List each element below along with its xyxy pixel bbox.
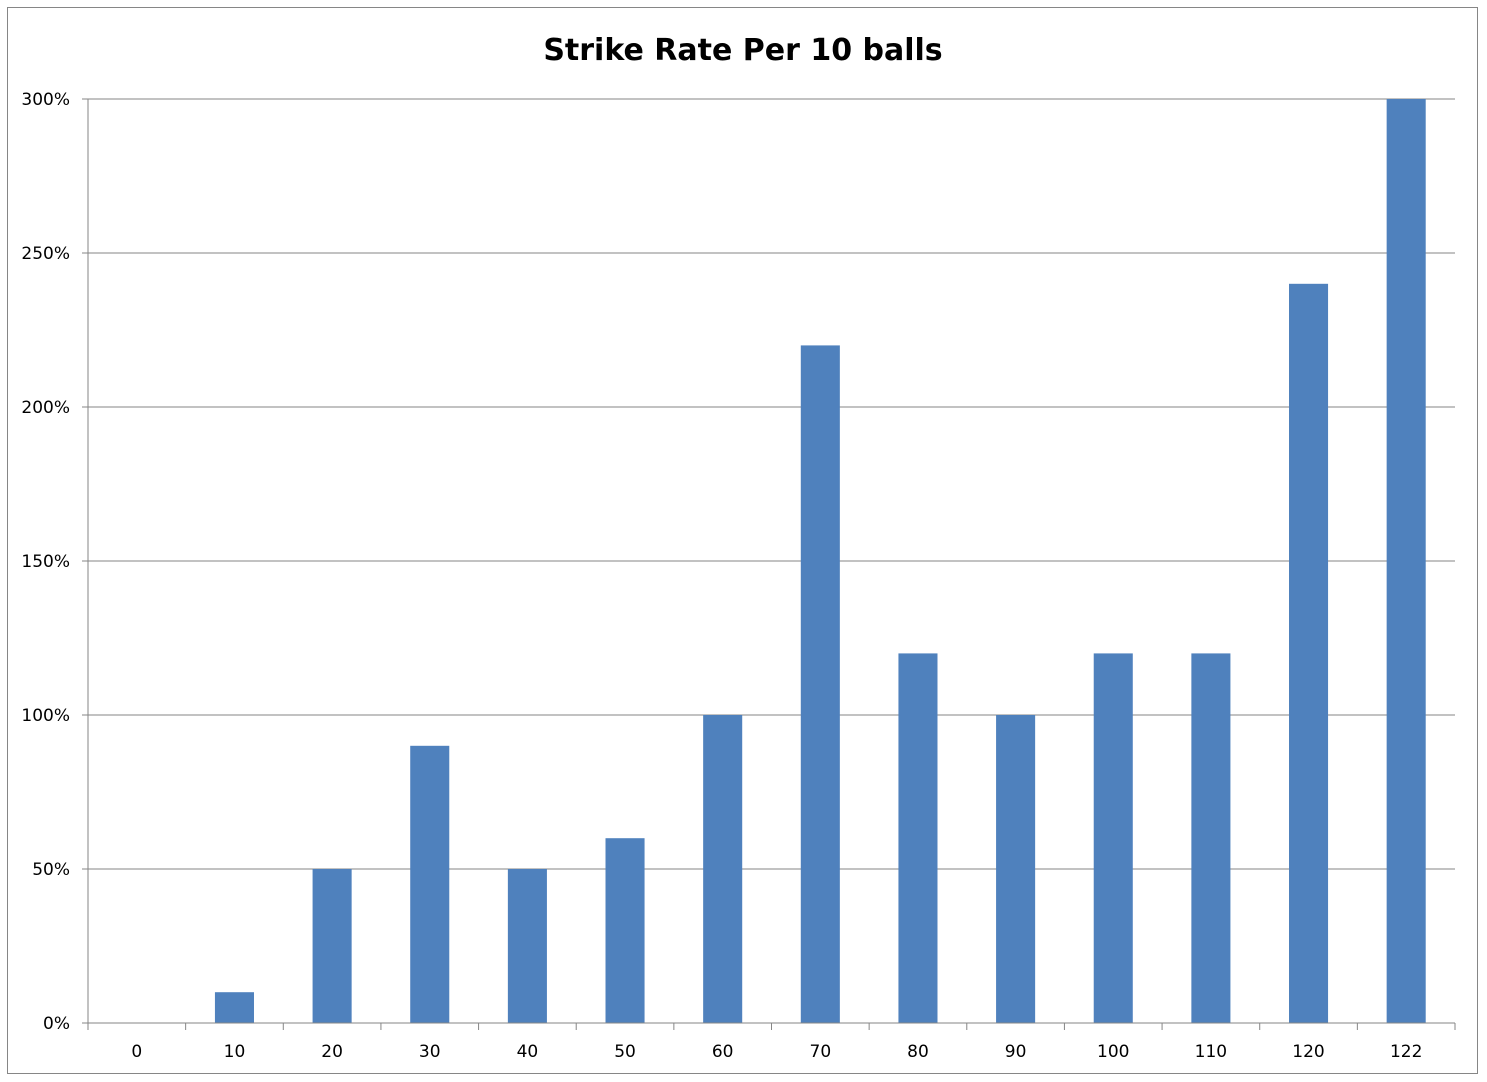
y-tick-label: 250% [21,244,70,264]
y-tick-label: 300% [21,90,70,110]
y-tick-label: 0% [43,1014,70,1034]
y-tick-label: 150% [21,552,70,572]
bar-30 [410,745,450,1023]
bar-122 [1386,99,1426,1023]
x-tick-label: 50 [614,1042,636,1062]
x-tick-label: 30 [419,1042,441,1062]
y-tick-labels: 0% 50% 100% 150% 200% 250% 300% [21,90,70,1034]
chart-frame [7,7,1478,1074]
gridlines [88,98,1455,870]
bars [214,99,1426,1023]
bar-110 [1191,653,1231,1023]
x-tick-label: 40 [517,1042,539,1062]
x-tick-label: 10 [224,1042,246,1062]
x-tick-labels: 0 10 20 30 40 50 60 70 80 90 100 110 120 122 [131,1042,1422,1062]
x-tick-label: 60 [712,1042,734,1062]
x-tick-label: 100 [1097,1042,1129,1062]
bar-40 [507,869,547,1023]
x-tick-label: 80 [907,1042,929,1062]
bar-50 [605,838,645,1023]
bar-120 [1289,283,1329,1023]
x-tick-label: 122 [1390,1042,1422,1062]
x-tick-label: 70 [810,1042,832,1062]
chart-title: Strike Rate Per 10 balls [543,33,942,68]
bar-20 [312,869,352,1023]
y-tick-label: 100% [21,706,70,726]
x-tick-label: 120 [1292,1042,1324,1062]
x-tick-label: 20 [321,1042,343,1062]
x-tick-label: 110 [1195,1042,1227,1062]
bar-90 [996,715,1036,1023]
bar-80 [898,653,938,1023]
axes [82,98,1456,1030]
bar-70 [800,345,840,1023]
x-tick-label: 90 [1005,1042,1027,1062]
bar-10 [214,992,254,1023]
bar-100 [1093,653,1133,1023]
bar-60 [703,715,743,1023]
y-tick-label: 50% [32,860,70,880]
y-tick-label: 200% [21,398,70,418]
x-tick-label: 0 [131,1042,142,1062]
